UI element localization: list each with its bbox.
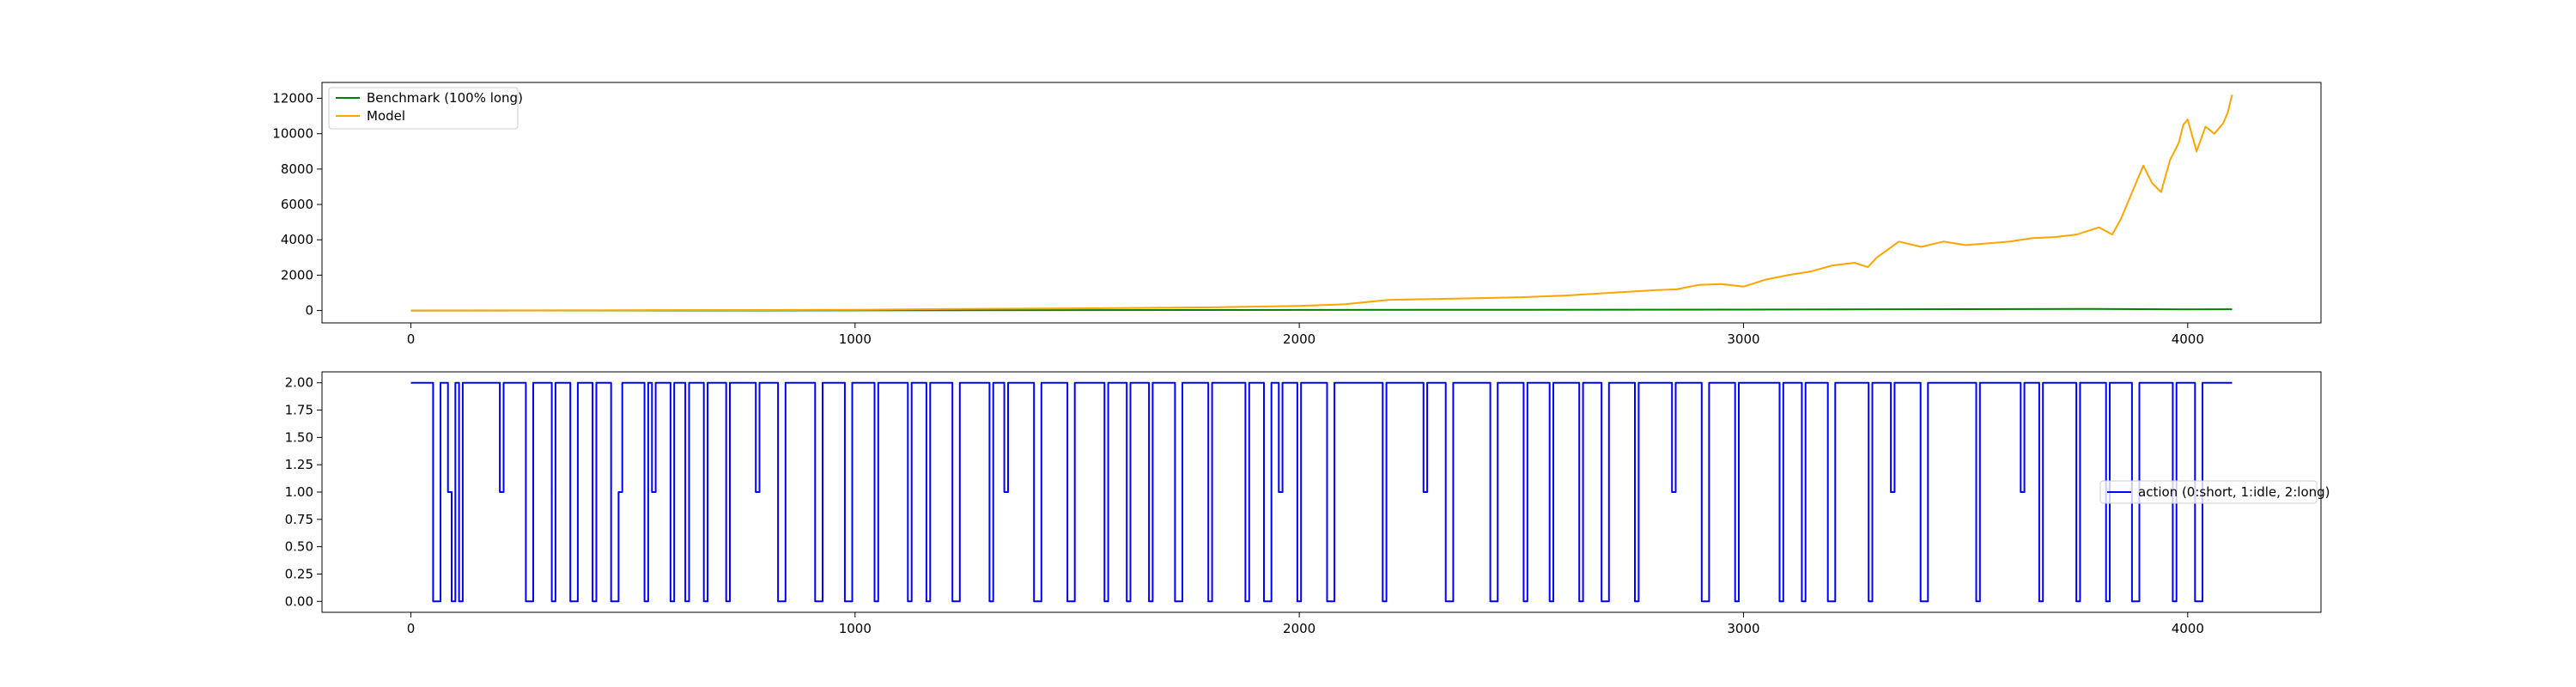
x-tick-label: 2000 [1283, 331, 1315, 347]
legend-label-action: action (0:short, 1:idle, 2:long) [2138, 484, 2330, 500]
bottom-series-lines [410, 381, 2233, 603]
x-tick-label: 4000 [2172, 331, 2204, 347]
y-tick-label: 0 [305, 303, 313, 319]
y-tick-label: 0.00 [285, 593, 313, 609]
y-tick-label: 1.00 [285, 484, 313, 500]
legend-label-benchmark: Benchmark (100% long) [367, 90, 523, 106]
series-line-1-0 [410, 381, 2233, 603]
top-plot-area [322, 82, 2321, 323]
y-tick-label: 4000 [281, 232, 313, 247]
y-tick-label: 6000 [281, 197, 313, 212]
y-tick-label: 0.25 [285, 566, 313, 581]
bottom-subplot: 0 1000 2000 3000 4000 0.00 0.25 0.50 0.75 1.00 1.2… [285, 371, 2330, 636]
top-subplot: 0 1000 2000 3000 4000 0 2000 4000 6000 8000 10000 1… [272, 82, 2322, 347]
x-tick-label: 3000 [1727, 331, 1759, 347]
bottom-legend: action (0:short, 1:idle, 2:long) [2099, 480, 2330, 504]
y-tick-label: 1.75 [285, 403, 313, 418]
top-axis-ticks: 0 1000 2000 3000 4000 0 2000 4000 6000 8000 10000 1… [272, 91, 2204, 347]
top-axes-frame [321, 82, 2322, 324]
series-line-0-1 [410, 94, 2233, 312]
bottom-legend-box [2099, 480, 2318, 504]
y-tick-label: 10000 [272, 126, 313, 142]
y-tick-label: 12000 [272, 91, 313, 106]
x-tick-label: 1000 [839, 621, 872, 636]
top-legend-box [328, 87, 519, 130]
y-tick-label: 1.25 [285, 457, 313, 472]
x-tick-label: 3000 [1727, 621, 1759, 636]
x-tick-label: 0 [407, 331, 416, 347]
y-tick-label: 2.00 [285, 375, 313, 391]
bottom-axes-frame [321, 371, 2322, 613]
y-tick-label: 2000 [281, 267, 313, 283]
x-tick-label: 2000 [1283, 621, 1315, 636]
top-legend: Benchmark (100% long) Model [328, 87, 523, 130]
top-series-lines [410, 94, 2233, 312]
y-tick-label: 0.75 [285, 512, 313, 527]
x-tick-label: 4000 [2172, 621, 2204, 636]
legend-label-model: Model [367, 108, 405, 124]
y-tick-label: 0.50 [285, 539, 313, 555]
y-tick-label: 1.50 [285, 429, 313, 445]
y-tick-label: 8000 [281, 161, 313, 177]
x-tick-label: 0 [407, 621, 416, 636]
x-tick-label: 1000 [839, 331, 872, 347]
bottom-axis-ticks: 0 1000 2000 3000 4000 0.00 0.25 0.50 0.75 1.00 1.2… [285, 375, 2204, 636]
